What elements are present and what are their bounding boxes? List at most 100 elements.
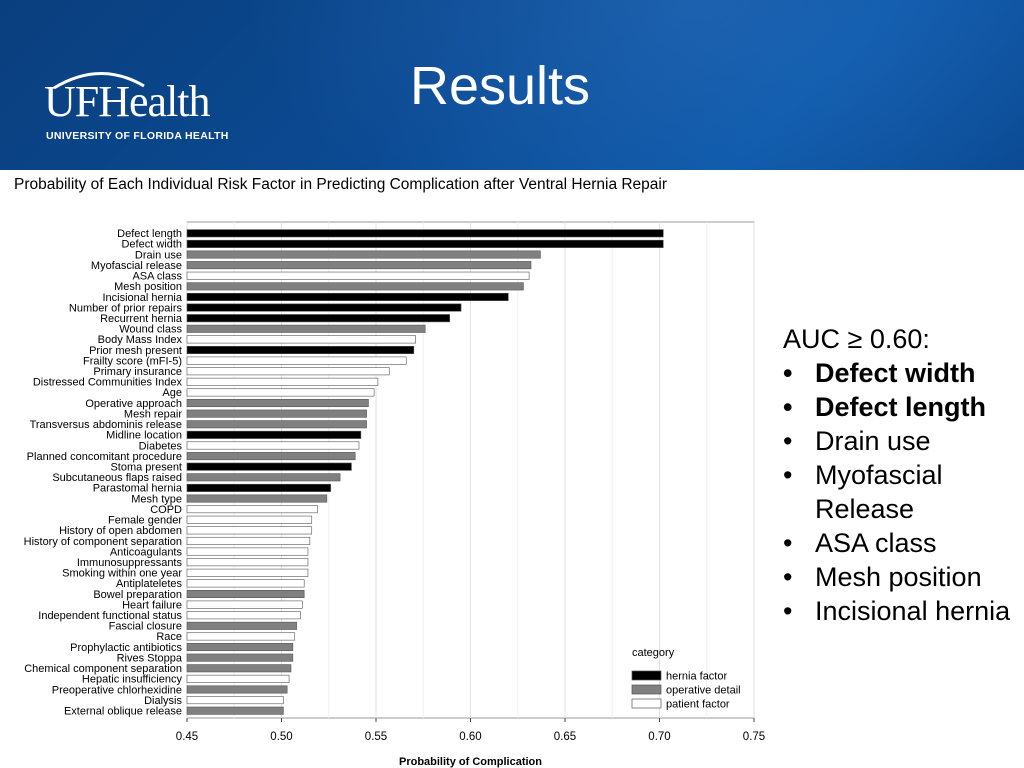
logo-wordmark: UFHealth xyxy=(44,77,211,126)
y-tick-label: Defect width xyxy=(121,239,182,251)
y-tick-label: Smoking within one year xyxy=(62,568,182,580)
y-tick-label: Dialysis xyxy=(144,695,182,707)
bar xyxy=(186,653,294,662)
bar xyxy=(186,367,390,376)
bar xyxy=(186,271,530,280)
bar xyxy=(186,611,301,620)
y-tick-label: Mesh type xyxy=(131,493,182,505)
x-tick-label: 0.70 xyxy=(648,731,670,743)
uf-health-logo: UFHealth UNIVERSITY OF FLORIDA HEALTH xyxy=(44,68,244,148)
legend-swatch xyxy=(631,670,662,681)
y-tick-label: Fascial closure xyxy=(109,621,182,633)
bar xyxy=(186,292,509,301)
bar xyxy=(186,229,664,238)
y-tick-label: Midline location xyxy=(106,430,182,442)
y-tick-label: History of open abdomen xyxy=(59,525,182,537)
bar xyxy=(186,685,288,694)
y-tick-label: External oblique release xyxy=(64,705,182,717)
bar xyxy=(186,335,416,344)
bar xyxy=(186,494,328,503)
bar xyxy=(186,430,362,439)
y-tick-label: Parastomal hernia xyxy=(93,483,183,495)
bar xyxy=(186,632,296,641)
bar xyxy=(186,250,541,259)
bar xyxy=(186,674,290,683)
bar xyxy=(186,324,426,333)
y-tick-label: Operative approach xyxy=(85,398,182,410)
bar xyxy=(186,388,375,397)
y-tick-label: Frailty score (mFI-5) xyxy=(83,355,182,367)
bar xyxy=(186,356,407,365)
y-tick-label: Primary insurance xyxy=(93,366,182,378)
legend-swatch xyxy=(631,698,662,709)
x-tick-label: 0.75 xyxy=(743,731,765,743)
x-tick-label: 0.60 xyxy=(459,731,481,743)
y-tick-label: Distressed Communities Index xyxy=(33,377,183,389)
summary-list: Defect widthDefect lengthDrain useMyofas… xyxy=(783,356,1018,628)
bar xyxy=(186,409,367,418)
legend-label: hernia factor xyxy=(666,671,727,683)
summary-item: Incisional hernia xyxy=(783,594,1018,628)
bar xyxy=(186,346,415,355)
x-tick-label: 0.55 xyxy=(365,731,387,743)
y-tick-label: Preoperative chlorhexidine xyxy=(52,684,182,696)
y-tick-label: Subcutaneous flaps raised xyxy=(52,472,182,484)
x-tick-label: 0.50 xyxy=(270,731,292,743)
legend-label: operative detail xyxy=(666,685,741,697)
y-tick-label: Diabetes xyxy=(139,440,183,452)
y-tick-label: Bowel preparation xyxy=(93,589,182,601)
summary-item: Mesh position xyxy=(783,560,1018,594)
y-tick-label: Mesh repair xyxy=(124,408,182,420)
y-tick-label: Stoma present xyxy=(110,461,182,473)
y-tick-label: History of component separation xyxy=(24,536,182,548)
y-tick-label: Race xyxy=(156,631,182,643)
logo-subtitle: UNIVERSITY OF FLORIDA HEALTH xyxy=(46,130,229,142)
bar xyxy=(186,589,305,598)
y-tick-label: COPD xyxy=(150,504,182,516)
bar xyxy=(186,239,664,248)
legend-swatch xyxy=(631,684,662,695)
y-tick-label: Incisional hernia xyxy=(103,292,183,304)
logo-arc-icon xyxy=(53,72,145,90)
y-tick-label: Hepatic insufficiency xyxy=(82,674,183,686)
x-axis-label: Probability of Complication xyxy=(399,756,542,768)
summary-item: Defect width xyxy=(783,356,1018,390)
y-tick-label: Age xyxy=(162,387,182,399)
bar xyxy=(186,420,367,429)
summary-item: Drain use xyxy=(783,424,1018,458)
bar xyxy=(186,558,309,567)
bar xyxy=(186,473,341,482)
legend-title: category xyxy=(632,647,675,659)
bar xyxy=(186,483,331,492)
summary-item: Defect length xyxy=(783,390,1018,424)
summary-heading: AUC ≥ 0.60: xyxy=(783,324,930,354)
summary-item: ASA class xyxy=(783,526,1018,560)
y-tick-label: Antiplateletes xyxy=(116,578,183,590)
y-tick-label: ASA class xyxy=(132,271,182,283)
y-tick-label: Mesh position xyxy=(114,281,182,293)
bar xyxy=(186,621,297,630)
chart-title: Probability of Each Individual Risk Fact… xyxy=(14,176,668,193)
slide-header: UFHealth UNIVERSITY OF FLORIDA HEALTH Re… xyxy=(0,0,1024,170)
y-tick-label: Prophylactic antibiotics xyxy=(70,642,182,654)
bar xyxy=(186,452,356,461)
y-tick-label: Rives Stoppa xyxy=(117,652,183,664)
y-tick-label: Heart failure xyxy=(122,599,182,611)
y-tick-label: Myofascial release xyxy=(91,260,182,272)
bar xyxy=(186,568,309,577)
slide-title: Results xyxy=(410,56,591,116)
x-tick-label: 0.45 xyxy=(176,731,198,743)
bar xyxy=(186,579,305,588)
bar xyxy=(186,441,360,450)
y-tick-label: Chemical component separation xyxy=(24,663,182,675)
y-tick-label: Independent functional status xyxy=(38,610,182,622)
bar xyxy=(186,515,313,524)
y-tick-label: Drain use xyxy=(135,249,182,261)
y-tick-label: Recurrent hernia xyxy=(100,313,183,325)
bar xyxy=(186,706,284,715)
legend-label: patient factor xyxy=(666,699,730,711)
bar xyxy=(186,643,294,652)
bar xyxy=(186,282,524,291)
y-tick-label: Transversus abdominis release xyxy=(30,419,182,431)
